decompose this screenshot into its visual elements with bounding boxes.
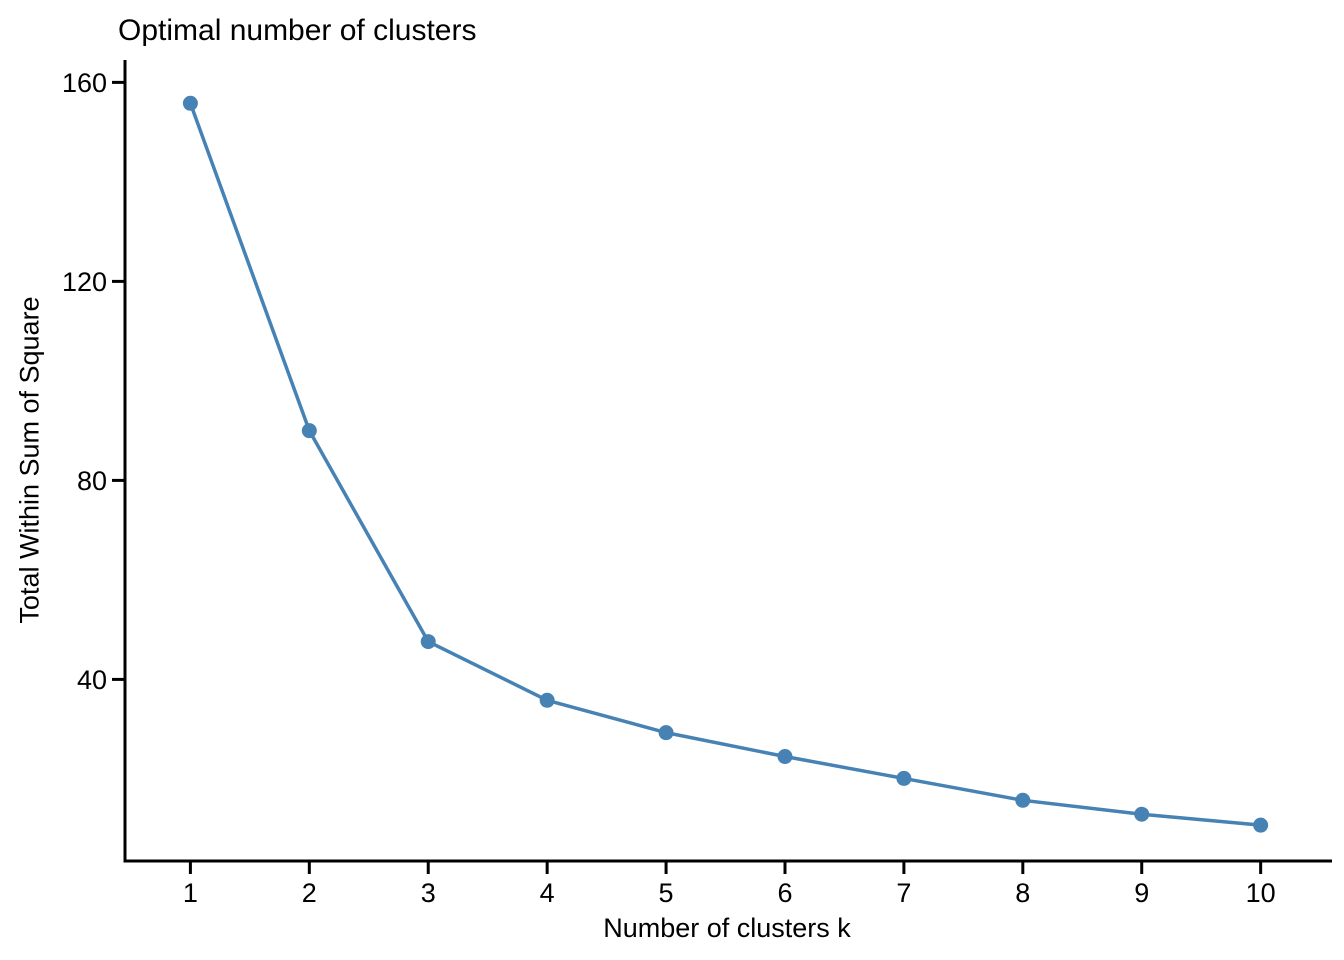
y-tick-label: 160: [62, 68, 107, 98]
data-point: [658, 725, 674, 741]
data-point: [420, 634, 436, 650]
x-axis-title-row: Number of clusters k: [0, 913, 1344, 944]
data-point: [301, 423, 317, 439]
x-tick-label: 3: [421, 878, 436, 908]
y-tick-label: 80: [77, 466, 107, 496]
x-tick-label: 8: [1015, 878, 1030, 908]
data-point: [182, 95, 198, 111]
x-tick-label: 10: [1246, 878, 1276, 908]
data-point: [1015, 792, 1031, 808]
x-tick-label: 7: [896, 878, 911, 908]
x-tick-label: 2: [302, 878, 317, 908]
series-line: [188, 101, 1263, 827]
data-point: [1134, 806, 1150, 822]
x-tick-label: 5: [659, 878, 674, 908]
data-point: [896, 770, 912, 786]
data-point: [539, 692, 555, 708]
y-tick-label: 120: [62, 267, 107, 297]
data-point: [1253, 817, 1269, 833]
data-point: [777, 749, 793, 765]
y-tick-label: 40: [77, 665, 107, 695]
x-axis-title: Number of clusters k: [603, 913, 851, 943]
x-tick-label: 9: [1134, 878, 1149, 908]
x-tick-label: 6: [777, 878, 792, 908]
x-tick-label: 1: [183, 878, 198, 908]
x-tick-label: 4: [540, 878, 555, 908]
chart-title: Optimal number of clusters: [118, 14, 477, 47]
